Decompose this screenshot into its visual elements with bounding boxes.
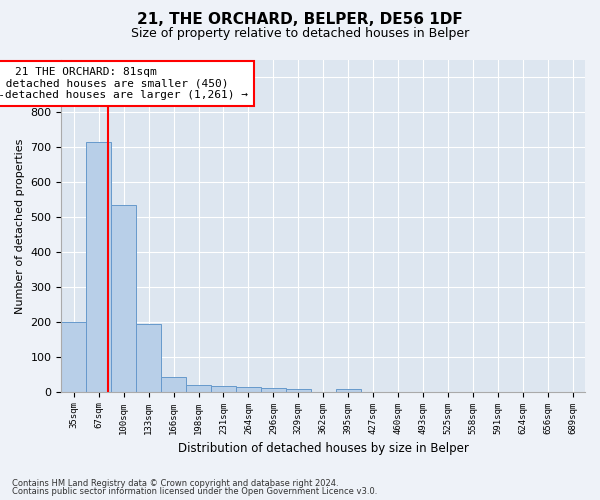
Bar — [286, 389, 311, 392]
Bar — [236, 387, 261, 392]
Text: Contains HM Land Registry data © Crown copyright and database right 2024.: Contains HM Land Registry data © Crown c… — [12, 478, 338, 488]
Text: 21, THE ORCHARD, BELPER, DE56 1DF: 21, THE ORCHARD, BELPER, DE56 1DF — [137, 12, 463, 28]
Text: 21 THE ORCHARD: 81sqm
← 26% of detached houses are smaller (450)
74% of semi-det: 21 THE ORCHARD: 81sqm ← 26% of detached … — [0, 67, 248, 100]
X-axis label: Distribution of detached houses by size in Belper: Distribution of detached houses by size … — [178, 442, 469, 455]
Bar — [261, 388, 286, 392]
Bar — [61, 322, 86, 392]
Bar — [111, 205, 136, 392]
Y-axis label: Number of detached properties: Number of detached properties — [15, 138, 25, 314]
Text: Size of property relative to detached houses in Belper: Size of property relative to detached ho… — [131, 28, 469, 40]
Bar — [161, 377, 186, 392]
Bar — [186, 386, 211, 392]
Bar — [335, 389, 361, 392]
Bar — [86, 142, 111, 392]
Bar — [136, 324, 161, 392]
Text: Contains public sector information licensed under the Open Government Licence v3: Contains public sector information licen… — [12, 487, 377, 496]
Bar — [211, 386, 236, 392]
